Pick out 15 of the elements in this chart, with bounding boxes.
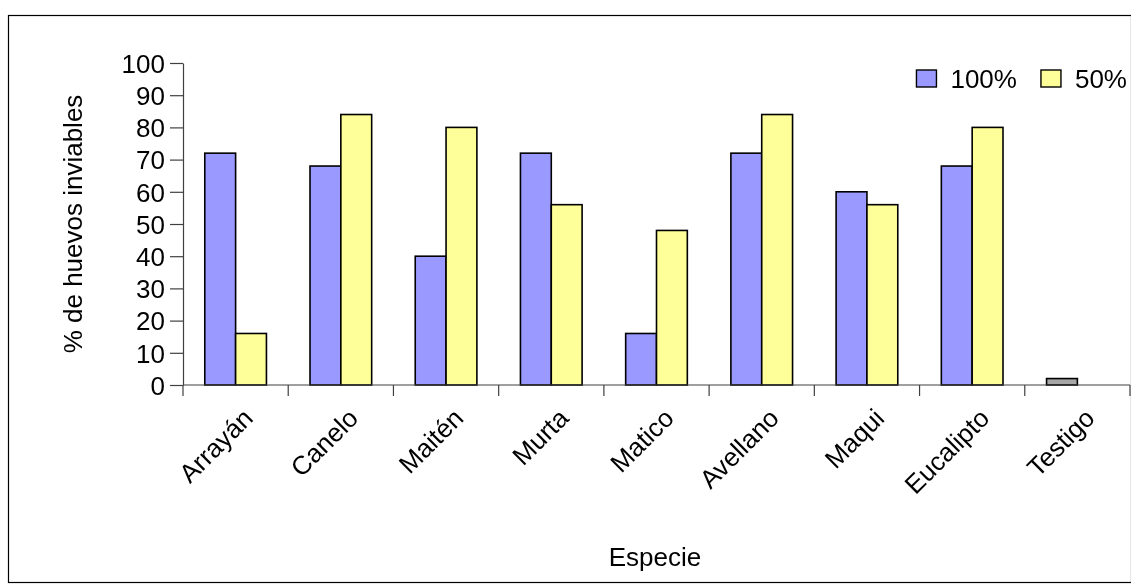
y-tick-label: 100 <box>121 48 165 79</box>
legend-label: 100% <box>950 64 1017 95</box>
y-tick-label: 10 <box>136 338 165 369</box>
y-axis-title: % de huevos inviables <box>58 94 88 354</box>
y-tick-label: 60 <box>136 177 165 208</box>
y-tick-label: 20 <box>136 306 165 337</box>
x-axis-title: Especie <box>608 542 702 572</box>
y-tick-label: 40 <box>136 242 165 273</box>
y-tick-label: 80 <box>136 113 165 144</box>
y-tick-label: 90 <box>136 81 165 112</box>
y-tick-label: 30 <box>136 274 165 305</box>
y-tick-label: 70 <box>136 145 165 176</box>
y-tick-label: 50 <box>136 209 165 240</box>
y-tick-label: 0 <box>150 370 165 401</box>
legend-label: 50% <box>1074 64 1127 95</box>
